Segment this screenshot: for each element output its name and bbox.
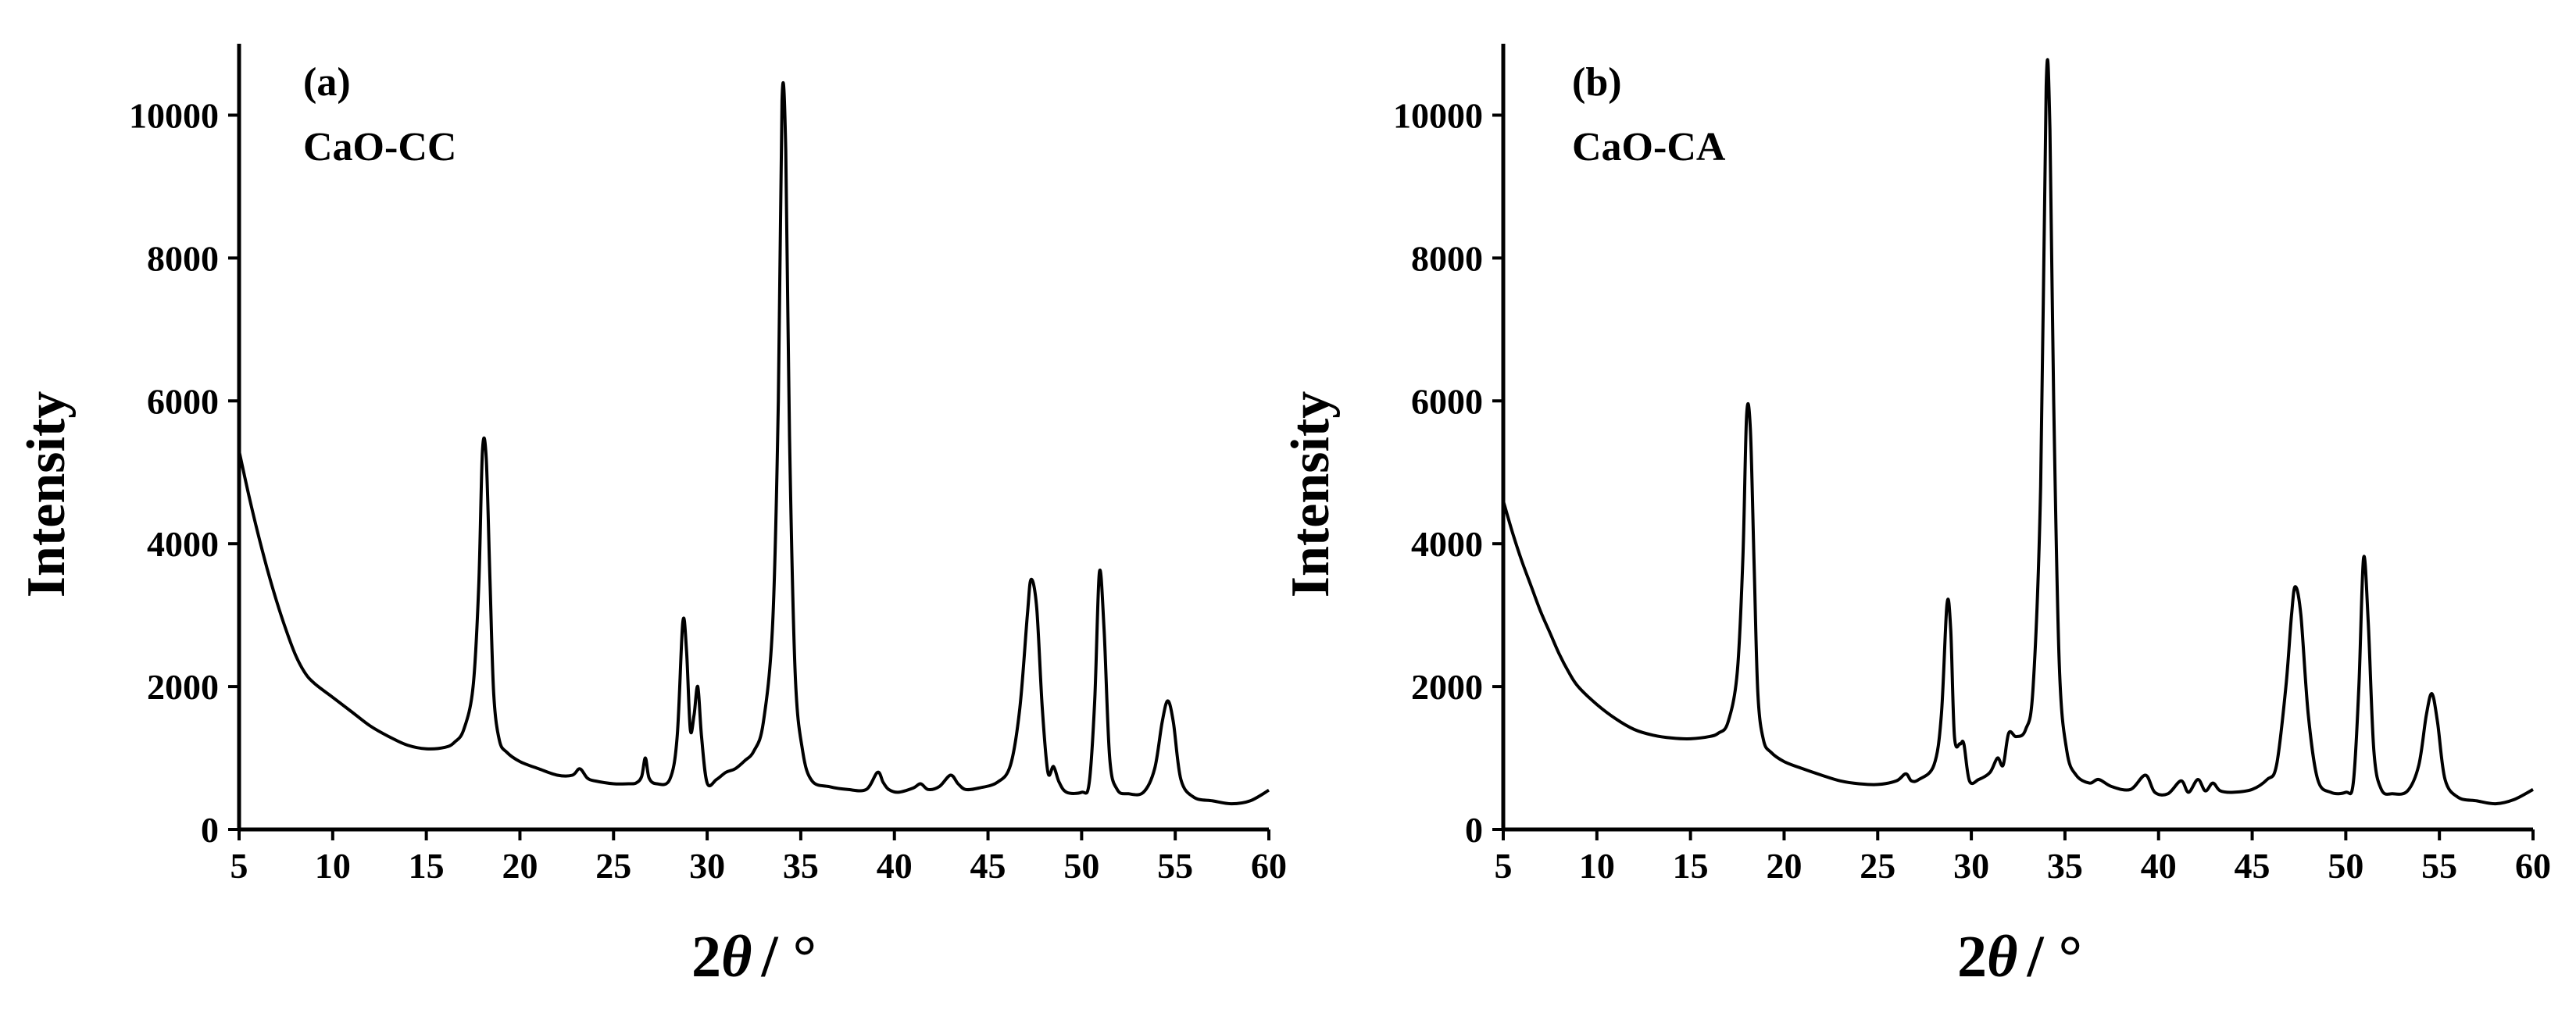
- x-tick-label-b-60: 60: [2515, 846, 2551, 886]
- y-axis-title-a: Intensity: [16, 391, 77, 597]
- x-tick-label-b-15: 15: [1673, 846, 1709, 886]
- x-tick-label-a-25: 25: [595, 846, 631, 886]
- x-tick-label-b-10: 10: [1579, 846, 1615, 886]
- diffraction-trace-cao-ca: [1502, 58, 2534, 806]
- y-tick-label-a-4000: 4000: [147, 524, 219, 564]
- x-ticks-a: 5 10 15 20 25 30 35 40 45 50 55 60: [230, 829, 1287, 886]
- y-tick-label-b-6000: 6000: [1411, 381, 1483, 421]
- y-tick-label-a-8000: 8000: [147, 238, 219, 278]
- plot-area-b: 5 10 15 20 25 30 35 40 45 50 55 60 0 2000 4000 6000 800…: [1393, 44, 2551, 886]
- x-tick-label-a-10: 10: [315, 846, 351, 886]
- x-tick-label-a-60: 60: [1251, 846, 1287, 886]
- x-tick-label-b-5: 5: [1495, 846, 1513, 886]
- y-tick-label-a-2000: 2000: [147, 667, 219, 707]
- x-tick-label-a-30: 30: [689, 846, 725, 886]
- y-tick-label-a-6000: 6000: [147, 381, 219, 421]
- x-tick-label-b-20: 20: [1766, 846, 1802, 886]
- panel-label-a: (a): [303, 60, 351, 105]
- plot-area-a: 5 10 15 20 25 30 35 40 45 50 55 60 0 2000 4000 6000 800…: [129, 44, 1287, 886]
- x-tick-label-b-45: 45: [2235, 846, 2271, 886]
- diffraction-trace-cao-cc: [238, 80, 1270, 806]
- x-axis-title-a: 2θ / °: [691, 924, 816, 990]
- x-tick-label-a-55: 55: [1157, 846, 1193, 886]
- x-axis-title-b: 2θ / °: [1957, 924, 2082, 990]
- panel-b-chart: 5 10 15 20 25 30 35 40 45 50 55 60 0 2000 4000 6000 800…: [1281, 44, 2551, 990]
- x-tick-label-a-40: 40: [877, 846, 913, 886]
- y-tick-label-b-2000: 2000: [1411, 667, 1483, 707]
- y-tick-label-b-10000: 10000: [1393, 95, 1483, 135]
- x-tick-label-a-45: 45: [970, 846, 1006, 886]
- y-tick-label-b-0: 0: [1465, 810, 1483, 850]
- sample-label-cao-ca: CaO-CA: [1572, 125, 1726, 169]
- x-tick-label-b-35: 35: [2047, 846, 2083, 886]
- y-tick-label-a-0: 0: [201, 810, 219, 850]
- x-tick-label-a-35: 35: [783, 846, 819, 886]
- x-tick-label-a-50: 50: [1063, 846, 1099, 886]
- panel-a-chart: 5 10 15 20 25 30 35 40 45 50 55 60 0 2000 4000 6000 800…: [16, 44, 1287, 990]
- x-tick-label-b-25: 25: [1860, 846, 1895, 886]
- y-tick-label-a-10000: 10000: [129, 95, 219, 135]
- x-tick-label-b-50: 50: [2328, 846, 2363, 886]
- y-tick-label-b-8000: 8000: [1411, 238, 1483, 278]
- x-tick-label-a-15: 15: [409, 846, 445, 886]
- y-ticks-a: 0 2000 4000 6000 8000 10000: [129, 95, 239, 850]
- y-ticks-b: 0 2000 4000 6000 8000 10000: [1393, 95, 1503, 850]
- x-tick-label-b-55: 55: [2421, 846, 2457, 886]
- y-axis-title-b: Intensity: [1281, 391, 1341, 597]
- x-ticks-b: 5 10 15 20 25 30 35 40 45 50 55 60: [1495, 829, 2551, 886]
- x-tick-label-a-20: 20: [502, 846, 538, 886]
- x-tick-label-a-5: 5: [230, 846, 248, 886]
- x-tick-label-b-40: 40: [2141, 846, 2177, 886]
- y-tick-label-b-4000: 4000: [1411, 524, 1483, 564]
- panel-label-b: (b): [1572, 60, 1622, 105]
- sample-label-cao-cc: CaO-CC: [303, 125, 456, 169]
- x-tick-label-b-30: 30: [1953, 846, 1989, 886]
